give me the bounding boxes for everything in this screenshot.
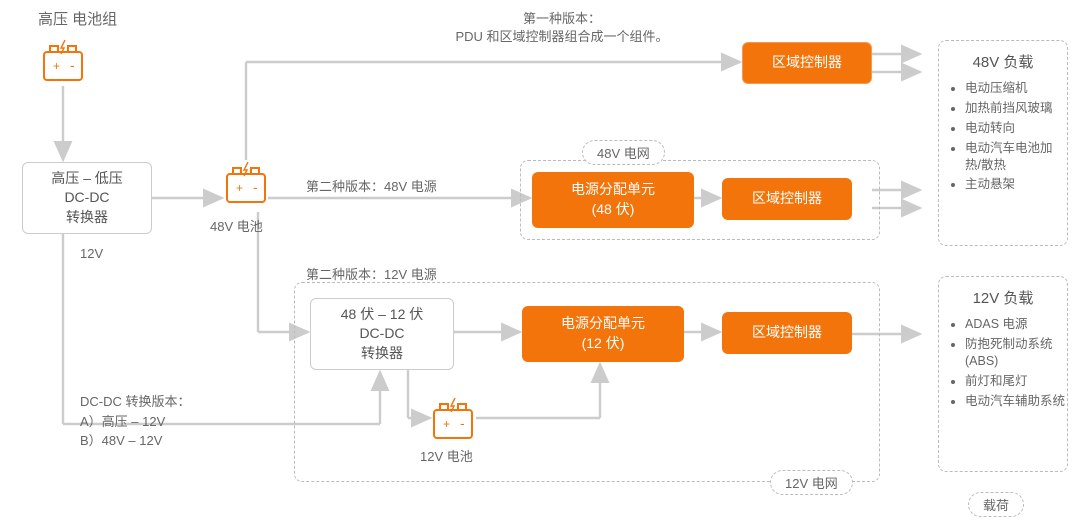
dc-note-l2: A）高压 – 12V (80, 414, 165, 429)
battery-12v-label: 12V 电池 (420, 446, 473, 465)
list-item: 加热前挡风玻璃 (965, 100, 1067, 117)
label-12v: 12V (80, 246, 103, 261)
svg-text:+: + (236, 181, 243, 195)
pdu-48v: 电源分配单元 (48 伏) (532, 172, 694, 228)
dc-note-l3: B）48V – 12V (80, 433, 162, 448)
load-48v-panel: 48V 负载 电动压缩机加热前挡风玻璃电动转向电动汽车电池加热/散热主动悬架 (938, 40, 1068, 246)
list-item: 电动汽车电池加热/散热 (965, 140, 1067, 174)
zone-controller-1: 区域控制器 (742, 42, 872, 84)
load-48v-title: 48V 负载 (939, 51, 1067, 72)
load-12v-list: ADAS 电源防抱死制动系统 (ABS) 前灯和尾灯电动汽车辅助系统 (939, 316, 1067, 409)
svg-text:-: - (253, 179, 258, 195)
version1-line2: PDU 和区域控制器组合成一个组件。 (455, 29, 668, 44)
hv-pack-title: 高压 电池组 (38, 8, 117, 29)
dc-note-l1: DC-DC 转换版本： (80, 394, 191, 409)
svg-text:-: - (460, 415, 465, 431)
version1-line1: 第一种版本： (523, 11, 601, 26)
svg-text:-: - (70, 57, 75, 73)
list-item: 防抱死制动系统 (ABS) (965, 336, 1067, 370)
load-tab: 载荷 (968, 492, 1024, 517)
list-item: 前灯和尾灯 (965, 373, 1067, 390)
list-item: 主动悬架 (965, 176, 1067, 193)
battery-48v-label: 48V 电池 (210, 216, 263, 235)
dcdc-48-12-node: 48 伏 – 12 伏 DC-DC 转换器 (310, 298, 454, 370)
version1-text: 第一种版本： PDU 和区域控制器组合成一个组件。 (412, 10, 712, 46)
list-item: ADAS 电源 (965, 316, 1067, 333)
list-item: 电动压缩机 (965, 80, 1067, 97)
list-item: 电动转向 (965, 120, 1067, 137)
load-48v-list: 电动压缩机加热前挡风玻璃电动转向电动汽车电池加热/散热主动悬架 (939, 80, 1067, 193)
v2-12v-label: 第二种版本：12V 电源 (306, 264, 437, 283)
load-12v-panel: 12V 负载 ADAS 电源防抱死制动系统 (ABS) 前灯和尾灯电动汽车辅助系统 (938, 276, 1068, 472)
zone-controller-2: 区域控制器 (722, 178, 852, 220)
grid-48v-tab: 48V 电网 (582, 140, 665, 165)
dcdc-note: DC-DC 转换版本： A）高压 – 12V B）48V – 12V (80, 392, 191, 451)
list-item: 电动汽车辅助系统 (965, 393, 1067, 410)
load-12v-title: 12V 负载 (939, 287, 1067, 308)
battery-12v-icon: + - (432, 398, 474, 447)
hv-dcdc-node: 高压 – 低压 DC-DC 转换器 (22, 162, 152, 234)
svg-text:+: + (443, 417, 450, 431)
grid-12v-tab: 12V 电网 (770, 470, 853, 495)
v2-48v-label: 第二种版本：48V 电源 (306, 176, 437, 195)
hv-battery-icon: + - (42, 40, 84, 89)
zone-controller-3: 区域控制器 (722, 312, 852, 354)
battery-48v-icon: + - (225, 162, 267, 211)
pdu-12v: 电源分配单元 (12 伏) (522, 306, 684, 362)
svg-text:+: + (53, 59, 60, 73)
